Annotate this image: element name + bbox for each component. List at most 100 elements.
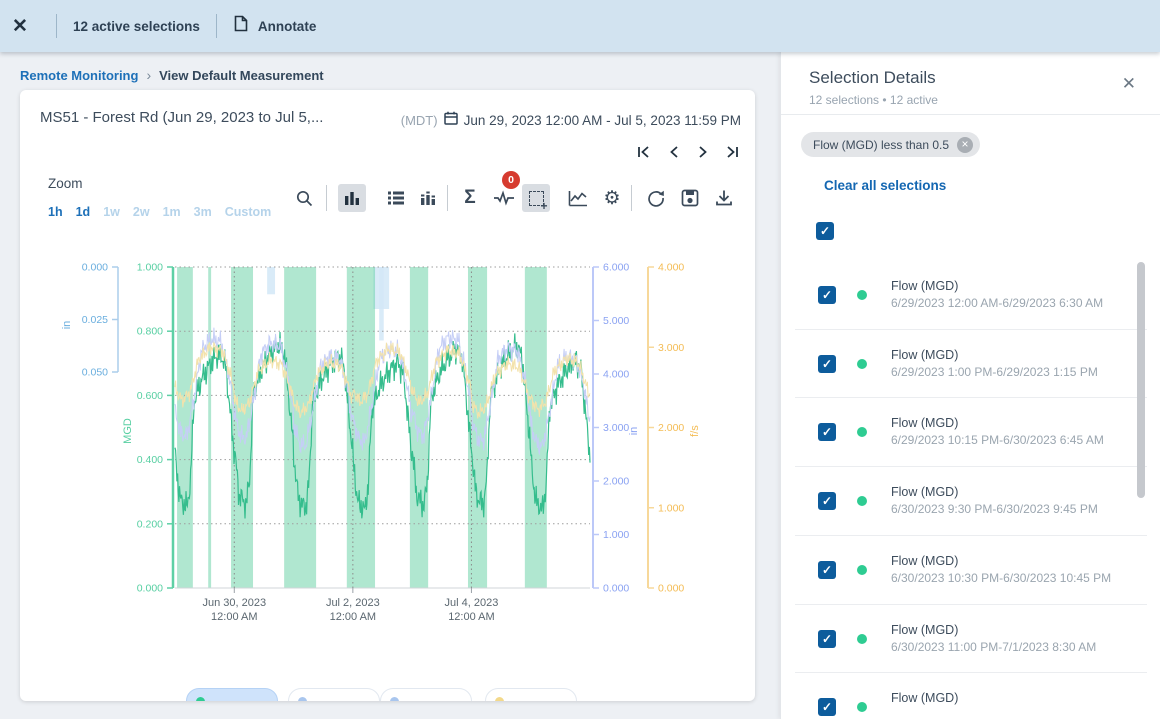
selection-active-dot-icon [857,290,867,300]
next-page-icon[interactable] [693,142,712,161]
svg-text:2.000: 2.000 [658,422,684,434]
calendar-icon [444,111,458,130]
selection-checkbox[interactable]: ✓ [818,561,836,579]
selection-checkbox[interactable]: ✓ [818,492,836,510]
panel-scrollbar[interactable] [1137,262,1145,498]
svg-text:0.600: 0.600 [137,390,163,402]
line-chart-icon[interactable] [564,184,592,212]
selection-list-item[interactable]: ✓Flow (MGD)6/29/2023 12:00 AM-6/29/2023 … [781,260,1160,329]
summation-icon[interactable]: Σ [456,184,484,212]
svg-text:0.000: 0.000 [658,583,684,595]
annotate-file-icon [233,15,249,37]
selection-list-item[interactable]: ✓Flow (MGD)6/29/2023 1:00 PM-6/29/2023 1… [781,329,1160,398]
svg-text:f/s: f/s [689,425,701,437]
selection-checkbox[interactable]: ✓ [818,286,836,304]
annotate-button[interactable]: Annotate [233,15,317,37]
zoom-preset-1w[interactable]: 1w [103,205,120,219]
selection-list-item[interactable]: ✓ Flow (MGD) 6/30/2023 9:30 PM-6/30/2023 9… [781,466,1160,535]
previous-page-icon[interactable] [664,142,683,161]
panel-close-icon[interactable]: ✕ [1122,74,1136,94]
first-page-icon[interactable] [635,142,654,161]
selection-active-dot-icon [857,359,867,369]
svg-text:12:00 AM: 12:00 AM [330,611,376,623]
breadcrumb-separator: › [146,67,151,83]
legend-item[interactable] [186,688,278,701]
time-series-chart[interactable]: Jun 30, 202312:00 AMJul 2, 202312:00 AMJ… [30,245,750,625]
svg-text:0.200: 0.200 [137,518,163,530]
selection-active-dot-icon [857,496,867,506]
svg-text:0.400: 0.400 [137,454,163,466]
selection-list: ✓Flow (MGD)6/29/2023 12:00 AM-6/29/2023 … [781,260,1160,719]
zoom-preset-1h[interactable]: 1h [48,205,63,219]
svg-text:MGD: MGD [122,418,134,444]
breadcrumb: Remote Monitoring › View Default Measure… [20,67,324,83]
divider [795,397,1147,398]
select-all-checkbox[interactable]: ✓ [816,222,834,240]
divider [56,14,57,38]
selection-checkbox[interactable]: ✓ [818,355,836,373]
zoom-preset-2w[interactable]: 2w [133,205,150,219]
selection-time-range: 6/29/2023 10:15 PM-6/30/2023 6:45 AM [891,433,1104,447]
legend-dot-icon [196,697,205,702]
save-icon[interactable] [676,184,704,212]
legend-item[interactable] [380,688,472,701]
selection-time-range: 6/29/2023 12:00 AM-6/29/2023 6:30 AM [891,296,1103,310]
selection-measure: Flow (MGD) [891,485,958,499]
list-view-icon[interactable] [382,184,410,212]
zoom-preset-custom[interactable]: Custom [225,205,272,219]
selection-time-range: 6/30/2023 9:30 PM-6/30/2023 9:45 PM [891,502,1098,516]
svg-text:Jul 4, 2023: Jul 4, 2023 [445,597,499,609]
box-select-icon[interactable]: + [522,184,550,212]
svg-text:0.050: 0.050 [82,367,108,379]
legend-item[interactable] [485,688,577,701]
date-range-value[interactable]: Jun 29, 2023 12:00 AM - Jul 5, 2023 11:5… [464,113,741,128]
close-selections-icon[interactable]: ✕ [0,15,40,38]
selection-checkbox[interactable]: ✓ [818,698,836,716]
svg-text:0.800: 0.800 [137,326,163,338]
svg-text:1.000: 1.000 [603,529,629,541]
zoom-search-icon[interactable] [290,184,318,212]
legend-dot-icon [298,697,307,702]
events-count-badge: 0 [502,171,520,189]
last-page-icon[interactable] [722,142,741,161]
svg-text:12:00 AM: 12:00 AM [448,611,494,623]
divider [631,185,632,211]
divider [326,185,327,211]
zoom-preset-1d[interactable]: 1d [76,205,91,219]
svg-text:0.025: 0.025 [82,314,108,326]
svg-text:0.000: 0.000 [82,262,108,274]
divider [216,14,217,38]
date-range-row: (MDT) Jun 29, 2023 12:00 AM - Jul 5, 202… [401,111,741,130]
refresh-icon[interactable] [642,184,670,212]
selection-active-dot-icon [857,565,867,575]
selection-measure: Flow (MGD) [891,623,958,637]
selection-list-item[interactable]: ✓Flow (MGD)6/30/2023 10:30 PM-6/30/2023 … [781,535,1160,604]
svg-text:2.000: 2.000 [603,476,629,488]
selection-measure: Flow (MGD) [891,348,958,362]
selection-active-dot-icon [857,427,867,437]
selection-checkbox[interactable]: ✓ [818,630,836,648]
svg-text:0.000: 0.000 [603,583,629,595]
download-icon[interactable] [710,184,738,212]
settings-gear-icon[interactable]: ⚙ [598,184,626,212]
selection-list-item[interactable]: ✓Flow (MGD)6/30/2023 11:00 PM-7/1/2023 8… [781,604,1160,673]
top-action-bar: ✕ 12 active selections Annotate [0,0,1160,52]
bar-chart-view-icon[interactable] [338,184,366,212]
selection-list-item[interactable]: ✓Flow (MGD)6/29/2023 10:15 PM-6/30/2023 … [781,397,1160,466]
clear-all-selections-link[interactable]: Clear all selections [824,178,946,193]
filter-chip-remove-icon[interactable]: × [957,137,973,153]
svg-text:4.000: 4.000 [603,369,629,381]
divider [795,604,1147,605]
selection-measure: Flow (MGD) [891,554,958,568]
selection-details-panel: Selection Details 12 selections • 12 act… [780,52,1160,719]
legend-item[interactable] [288,688,380,701]
divider [795,672,1147,673]
zoom-preset-3m[interactable]: 3m [194,205,212,219]
selection-list-item[interactable]: ✓Flow (MGD) [781,672,1160,719]
svg-text:1.000: 1.000 [658,502,684,514]
zoom-preset-1m[interactable]: 1m [163,205,181,219]
selection-checkbox[interactable]: ✓ [818,423,836,441]
column-scatter-view-icon[interactable] [414,184,442,212]
breadcrumb-link-remote-monitoring[interactable]: Remote Monitoring [20,68,138,83]
divider [447,185,448,211]
